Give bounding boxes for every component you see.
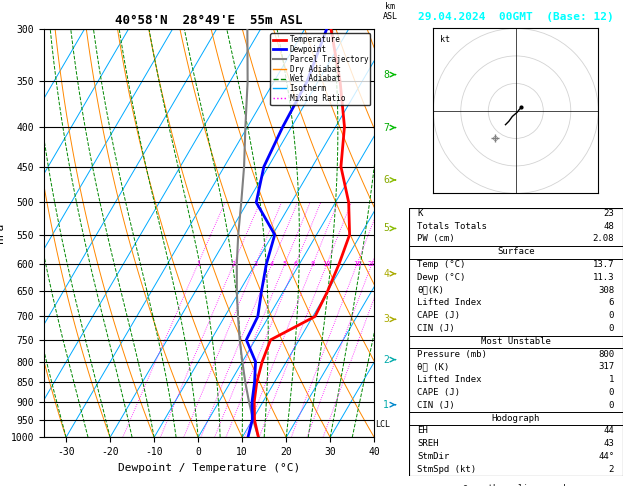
Text: K: K: [418, 209, 423, 218]
Text: 2: 2: [609, 465, 614, 474]
Text: PW (cm): PW (cm): [418, 234, 455, 243]
Text: 0: 0: [609, 401, 614, 410]
Text: 2: 2: [231, 261, 236, 267]
Text: θᴄ(K): θᴄ(K): [418, 286, 444, 295]
Text: © weatheronline.co.uk: © weatheronline.co.uk: [464, 485, 568, 486]
Text: θᴄ (K): θᴄ (K): [418, 363, 450, 371]
Text: 4: 4: [270, 261, 274, 267]
Text: km
ASL: km ASL: [382, 1, 398, 21]
Text: 29.04.2024  00GMT  (Base: 12): 29.04.2024 00GMT (Base: 12): [418, 12, 614, 22]
Text: CAPE (J): CAPE (J): [418, 311, 460, 320]
Text: 0: 0: [609, 324, 614, 333]
Text: EH: EH: [418, 426, 428, 435]
Text: 3: 3: [253, 261, 258, 267]
Y-axis label: hPa: hPa: [0, 223, 5, 243]
Text: 5: 5: [282, 261, 287, 267]
Text: Most Unstable: Most Unstable: [481, 337, 551, 346]
Text: 317: 317: [598, 363, 614, 371]
Text: 2: 2: [383, 355, 389, 364]
Text: 5: 5: [383, 224, 389, 233]
Text: 6: 6: [609, 298, 614, 308]
Text: 308: 308: [598, 286, 614, 295]
Text: Surface: Surface: [497, 247, 535, 256]
Text: Temp (°C): Temp (°C): [418, 260, 466, 269]
Text: 8: 8: [383, 69, 389, 80]
Text: CAPE (J): CAPE (J): [418, 388, 460, 397]
Text: 23: 23: [603, 209, 614, 218]
Text: Dewp (°C): Dewp (°C): [418, 273, 466, 282]
Text: 13.7: 13.7: [593, 260, 614, 269]
Text: LCL: LCL: [376, 420, 391, 429]
Text: Lifted Index: Lifted Index: [418, 375, 482, 384]
Text: SREH: SREH: [418, 439, 439, 448]
Text: 4: 4: [383, 269, 389, 278]
Text: Pressure (mb): Pressure (mb): [418, 349, 487, 359]
Text: 10: 10: [323, 261, 331, 267]
Text: StmDir: StmDir: [418, 452, 450, 461]
Text: CIN (J): CIN (J): [418, 324, 455, 333]
Text: 43: 43: [603, 439, 614, 448]
Legend: Temperature, Dewpoint, Parcel Trajectory, Dry Adiabat, Wet Adiabat, Isotherm, Mi: Temperature, Dewpoint, Parcel Trajectory…: [270, 33, 370, 105]
Text: 44°: 44°: [598, 452, 614, 461]
Text: 48: 48: [603, 222, 614, 231]
Text: 0: 0: [609, 311, 614, 320]
Text: 8: 8: [311, 261, 315, 267]
Text: 16: 16: [353, 261, 361, 267]
Text: 1: 1: [383, 399, 389, 410]
Text: Totals Totals: Totals Totals: [418, 222, 487, 231]
X-axis label: Dewpoint / Temperature (°C): Dewpoint / Temperature (°C): [118, 463, 300, 473]
Text: 1: 1: [609, 375, 614, 384]
Text: CIN (J): CIN (J): [418, 401, 455, 410]
Text: 800: 800: [598, 349, 614, 359]
Title: 40°58'N  28°49'E  55m ASL: 40°58'N 28°49'E 55m ASL: [115, 14, 303, 27]
Text: 3: 3: [383, 314, 389, 324]
Text: 20: 20: [367, 261, 376, 267]
Text: 1: 1: [196, 261, 200, 267]
Text: 44: 44: [603, 426, 614, 435]
Text: 6: 6: [383, 175, 389, 185]
Text: 6: 6: [293, 261, 298, 267]
Text: 11.3: 11.3: [593, 273, 614, 282]
Text: 7: 7: [383, 122, 389, 133]
Text: kt: kt: [440, 35, 450, 44]
Text: 0: 0: [609, 388, 614, 397]
Text: StmSpd (kt): StmSpd (kt): [418, 465, 477, 474]
Text: 2.08: 2.08: [593, 234, 614, 243]
Text: Lifted Index: Lifted Index: [418, 298, 482, 308]
Text: Hodograph: Hodograph: [492, 414, 540, 423]
